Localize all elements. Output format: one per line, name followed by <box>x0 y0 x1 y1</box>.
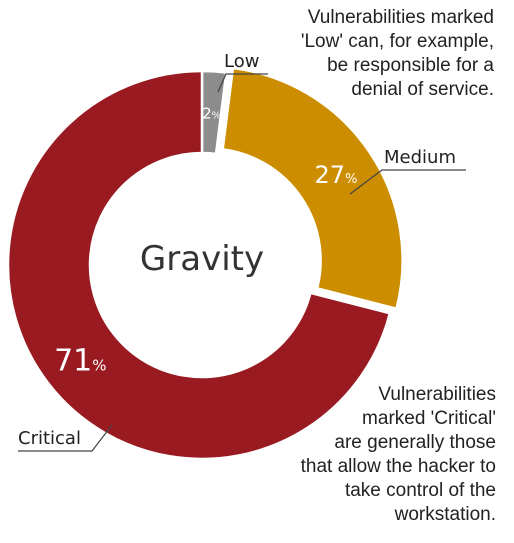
leaders-layer <box>18 73 466 452</box>
leader-line-medium <box>349 169 466 195</box>
pct-label-medium: 27% <box>315 161 358 189</box>
slices-layer <box>6 66 404 461</box>
leader-line-critical <box>18 424 113 452</box>
center-label: Gravity <box>140 239 264 279</box>
labels-layer: Gravity 2% 27% 71% Low Medium Critical <box>18 51 456 449</box>
slice-medium <box>221 66 404 311</box>
pct-label-critical: 71% <box>54 343 106 378</box>
pct-label-low: 2% <box>202 104 221 122</box>
slice-critical <box>6 69 392 461</box>
category-label-low: Low <box>224 51 259 72</box>
low-annotation: Vulnerabilities marked 'Low' can, for ex… <box>300 7 494 100</box>
category-label-critical: Critical <box>18 428 81 449</box>
category-label-medium: Medium <box>384 147 456 168</box>
leader-line-low <box>217 73 268 93</box>
critical-annotation: Vulnerabilities marked 'Critical' are ge… <box>300 384 496 525</box>
